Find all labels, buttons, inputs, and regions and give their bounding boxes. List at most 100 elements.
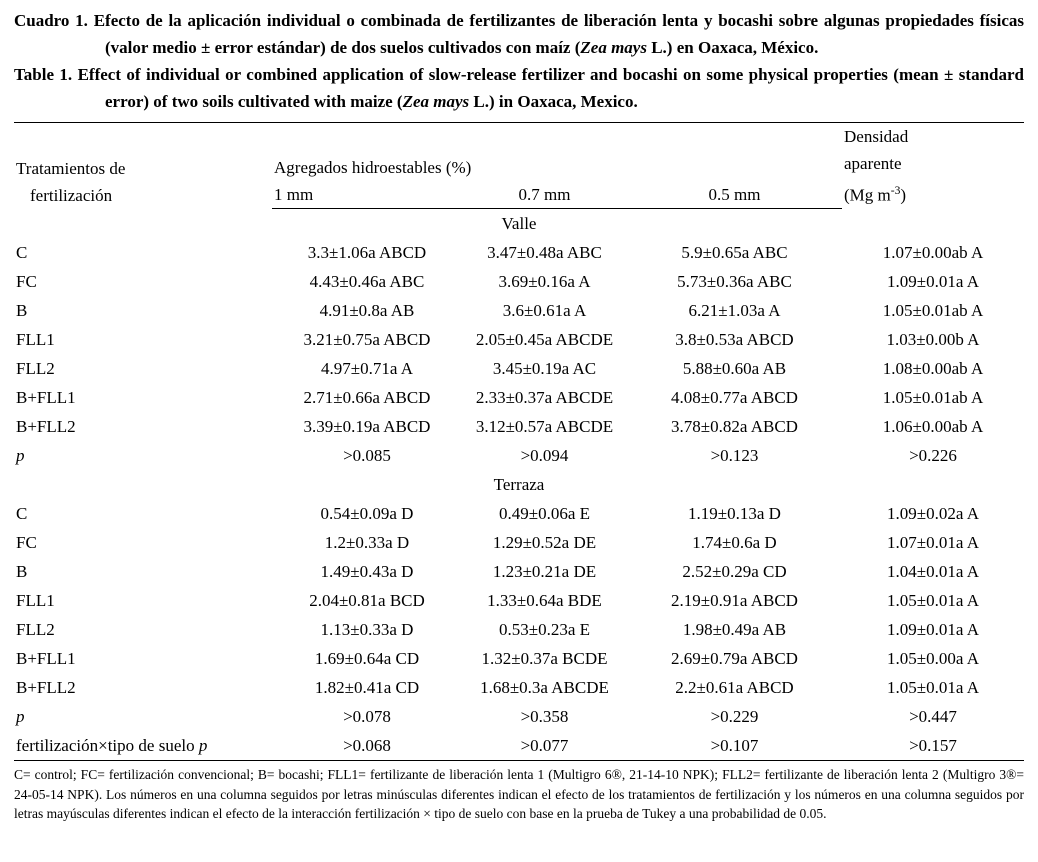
- table-row: FLL1 2.04±0.81a BCD 1.33±0.64a BDE 2.19±0.9…: [14, 586, 1024, 615]
- table-row: B 4.91±0.8a AB 3.6±0.61a A 6.21±1.03a A 1.05…: [14, 296, 1024, 325]
- value-cell: 3.47±0.48a ABC: [487, 243, 602, 263]
- value-cell: >0.078: [343, 707, 391, 727]
- treatment-label: C: [14, 238, 272, 267]
- value-cell: 3.6±0.61a A: [502, 301, 587, 321]
- value-cell: 3.69±0.16a A: [498, 272, 591, 292]
- value-cell: 2.04±0.81a BCD: [309, 591, 425, 611]
- header-row-2: 1 mm 0.7 mm 0.5 mm: [14, 181, 1024, 210]
- value-cell: 1.07±0.00ab A: [882, 243, 984, 263]
- value-cell: 6.21±1.03a A: [688, 301, 781, 321]
- value-cell: 1.05±0.01ab A: [882, 301, 984, 321]
- text-segment: p: [198, 736, 208, 756]
- results-table: Tratamientos de fertilización Agregados …: [14, 122, 1024, 762]
- treatment-label: B+FLL1: [14, 383, 272, 412]
- text-segment: L.) in Oaxaca, Mexico.: [469, 92, 638, 111]
- value-cell: 1.05±0.00a A: [887, 649, 979, 669]
- soil-section-title: Terraza: [493, 475, 545, 495]
- value-cell: 1.04±0.01a A: [887, 562, 979, 582]
- table-title-english: Table 1. Effect of individual or combine…: [14, 61, 1024, 115]
- value-cell: >0.229: [710, 707, 759, 727]
- text-segment: Zea mays: [402, 92, 470, 111]
- value-cell: 1.07±0.01a A: [887, 533, 979, 553]
- value-cell: 1.09±0.01a A: [887, 620, 979, 640]
- text-segment: FC: [16, 272, 37, 292]
- value-cell: 2.05±0.45a ABCDE: [475, 330, 614, 350]
- value-cell: 4.97±0.71a A: [321, 359, 413, 379]
- table-row: B 1.49±0.43a D 1.23±0.21a DE 2.52±0.29a CD 1…: [14, 557, 1024, 586]
- value-cell: 1.69±0.64a CD: [314, 649, 420, 669]
- value-cell: 5.73±0.36a ABC: [677, 272, 792, 292]
- treatment-label: FLL2: [14, 615, 272, 644]
- text-segment: FLL1: [16, 591, 55, 611]
- text-segment: C: [16, 243, 28, 263]
- value-cell: 3.12±0.57a ABCDE: [475, 417, 614, 437]
- table-footnote: C= control; FC= fertilización convencion…: [14, 767, 1024, 822]
- table-row: B+FLL1 1.69±0.64a CD 1.32±0.37a BCDE 2.69±0…: [14, 644, 1024, 673]
- value-cell: 1.19±0.13a D: [688, 504, 781, 524]
- treatment-label: FLL1: [14, 325, 272, 354]
- table-row: p >0.078 >0.358 >0.229 >0.447: [14, 702, 1024, 731]
- value-cell: 3.8±0.53a ABCD: [675, 330, 794, 350]
- header-density-line2: aparente: [844, 154, 902, 173]
- text-segment: B+FLL2: [16, 417, 76, 437]
- text-segment: FLL2: [16, 620, 55, 640]
- treatment-label: B: [14, 296, 272, 325]
- value-cell: >0.107: [710, 736, 759, 756]
- treatment-label: FC: [14, 267, 272, 296]
- text-segment: FLL1: [16, 330, 55, 350]
- table-row: C 0.54±0.09a D 0.49±0.06a E 1.19±0.13a D 1.0…: [14, 499, 1024, 528]
- value-cell: 2.71±0.66a ABCD: [303, 388, 431, 408]
- text-segment: C: [16, 504, 28, 524]
- value-cell: 0.53±0.23a E: [498, 620, 590, 640]
- table-body: Valle C 3.3±1.06a ABCD 3.47±0.48a ABC 5.9±0.…: [14, 209, 1024, 761]
- value-cell: 1.68±0.3a ABCDE: [480, 678, 609, 698]
- table-row: fertilización×tipo de suelo p >0.068 >0.07…: [14, 731, 1024, 761]
- value-cell: 1.05±0.01ab A: [882, 388, 984, 408]
- table-row: C 3.3±1.06a ABCD 3.47±0.48a ABC 5.9±0.65a A…: [14, 238, 1024, 267]
- value-cell: 1.74±0.6a D: [692, 533, 777, 553]
- text-segment: Table 1. Effect of individual or combine…: [14, 65, 1024, 111]
- text-segment: B: [16, 301, 28, 321]
- value-cell: 5.88±0.60a AB: [682, 359, 787, 379]
- text-segment: Zea mays: [580, 38, 647, 57]
- text-segment: B+FLL2: [16, 678, 76, 698]
- value-cell: 2.52±0.29a CD: [682, 562, 787, 582]
- value-cell: 1.23±0.21a DE: [492, 562, 597, 582]
- treatment-label: FLL2: [14, 354, 272, 383]
- header-size-1mm: 1 mm: [272, 181, 462, 210]
- header-size-0-5mm: 0.5 mm: [627, 181, 842, 210]
- value-cell: 3.3±1.06a ABCD: [307, 243, 427, 263]
- value-cell: >0.226: [909, 446, 957, 466]
- value-cell: 1.05±0.01a A: [887, 591, 979, 611]
- header-row-1: Tratamientos de fertilización Agregados …: [14, 123, 1024, 205]
- value-cell: 2.33±0.37a ABCDE: [475, 388, 614, 408]
- table-row: FLL2 4.97±0.71a A 3.45±0.19a AC 5.88±0.60a …: [14, 354, 1024, 383]
- value-cell: 0.49±0.06a E: [498, 504, 590, 524]
- header-size-0-7mm: 0.7 mm: [462, 181, 627, 210]
- value-cell: >0.077: [520, 736, 569, 756]
- table-row: FC 1.2±0.33a D 1.29±0.52a DE 1.74±0.6a D 1.0…: [14, 528, 1024, 557]
- text-segment: -3: [890, 184, 901, 197]
- value-cell: 1.33±0.64a BDE: [487, 591, 602, 611]
- text-segment: p: [16, 446, 25, 466]
- table-row: FC 4.43±0.46a ABC 3.69±0.16a A 5.73±0.36a A…: [14, 267, 1024, 296]
- text-segment: B: [16, 562, 28, 582]
- value-cell: 1.82±0.41a CD: [314, 678, 420, 698]
- value-cell: 1.2±0.33a D: [324, 533, 410, 553]
- treatment-label: C: [14, 499, 272, 528]
- treatment-label: B+FLL2: [14, 412, 272, 441]
- treatment-label: B: [14, 557, 272, 586]
- text-segment: FC: [16, 533, 37, 553]
- section-row: Terraza: [14, 470, 1024, 499]
- soil-section-title: Valle: [501, 214, 537, 234]
- table-title-spanish: Cuadro 1. Efecto de la aplicación indivi…: [14, 7, 1024, 61]
- value-cell: 3.21±0.75a ABCD: [303, 330, 431, 350]
- value-cell: 1.49±0.43a D: [320, 562, 414, 582]
- header-treatments: Tratamientos de fertilización: [14, 123, 272, 209]
- section-row: Valle: [14, 209, 1024, 239]
- treatment-label: B+FLL2: [14, 673, 272, 702]
- text-segment: Cuadro 1. Efecto de la aplicación indivi…: [14, 11, 1024, 57]
- value-cell: 5.9±0.65a ABC: [681, 243, 788, 263]
- value-cell: 1.09±0.02a A: [887, 504, 979, 524]
